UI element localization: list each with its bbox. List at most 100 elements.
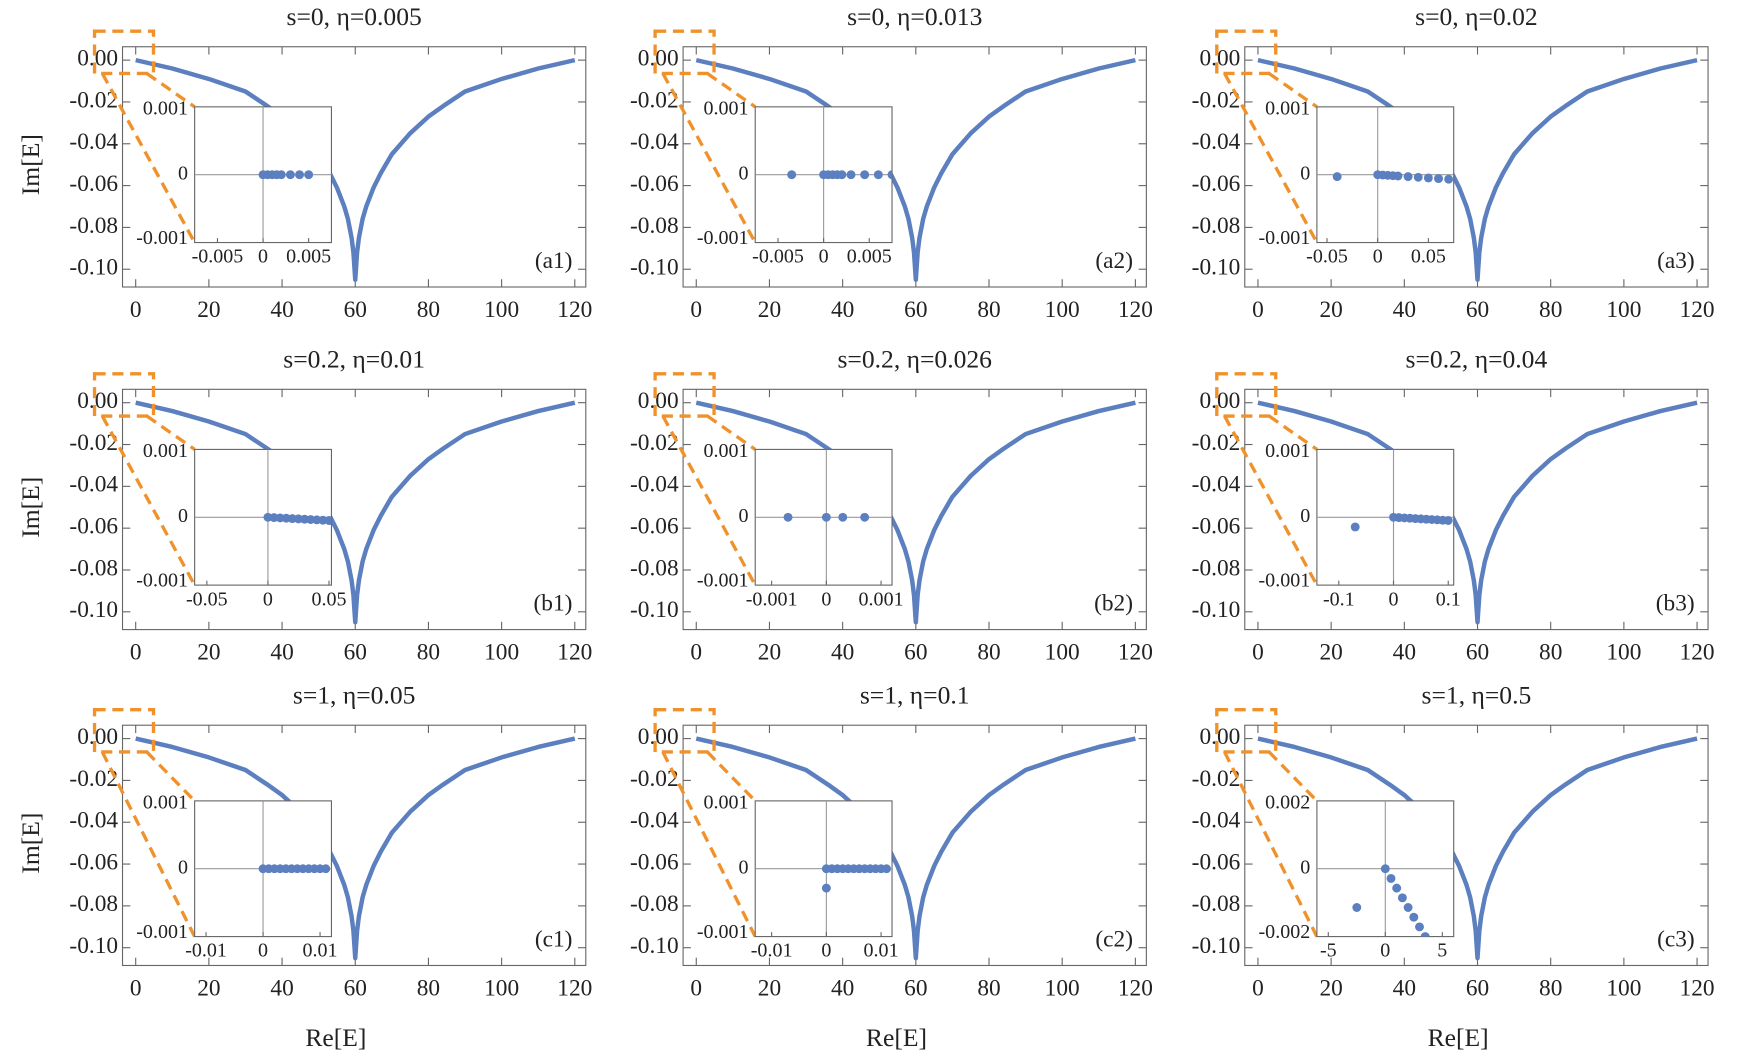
inset-x-tick-label: 0 bbox=[821, 588, 831, 610]
panel-label: (c2) bbox=[1095, 926, 1133, 952]
x-tick-label: 60 bbox=[344, 297, 367, 323]
inset-y-tick-label: 0 bbox=[178, 856, 188, 878]
inset-x-tick-label: 0 bbox=[819, 246, 829, 268]
x-tick-label: 60 bbox=[344, 639, 367, 665]
y-tick-label: -0.04 bbox=[630, 472, 679, 498]
inset-y-tick-label: 0 bbox=[739, 856, 749, 878]
y-tick-label: 0.00 bbox=[77, 724, 118, 750]
zoom-connector bbox=[1268, 72, 1318, 109]
x-tick-label: 0 bbox=[690, 975, 702, 1001]
inset-x-tick-label: 0 bbox=[258, 246, 268, 268]
plot-frame bbox=[121, 724, 587, 967]
y-tick-label: 0.00 bbox=[638, 724, 679, 750]
inset-point bbox=[1397, 893, 1407, 903]
y-tick-label: -0.10 bbox=[69, 255, 118, 281]
zoom-connector bbox=[661, 415, 757, 586]
x-tick-label: 20 bbox=[758, 975, 781, 1001]
inset-x-tick-label: 0 bbox=[821, 940, 831, 962]
inset-point bbox=[837, 170, 847, 180]
y-tick-label: -0.02 bbox=[630, 87, 679, 113]
inset-x-tick-label: 0.001 bbox=[859, 588, 904, 610]
y-tick-label: -0.08 bbox=[630, 213, 679, 239]
inset-point bbox=[1352, 903, 1362, 912]
x-tick-label: 60 bbox=[1466, 297, 1489, 323]
spectrum-curve bbox=[695, 736, 1136, 961]
x-axis-label: Re[E] bbox=[866, 1023, 927, 1052]
inset-y-tick-label: 0.001 bbox=[1265, 98, 1310, 120]
inset-y-tick-label: -0.001 bbox=[697, 227, 749, 249]
inset-y-tick-label: -0.002 bbox=[1259, 921, 1311, 943]
x-tick-label: 0 bbox=[1252, 297, 1264, 323]
panel-title: s=1, η=0.5 bbox=[1422, 680, 1532, 709]
y-tick-label: -0.08 bbox=[69, 891, 118, 917]
inset-point bbox=[838, 512, 848, 522]
y-axis-label: Im[E] bbox=[16, 477, 45, 538]
inset-point bbox=[321, 864, 331, 874]
inset-x-tick-label: 0.05 bbox=[1411, 246, 1446, 268]
zoom-box bbox=[92, 29, 156, 76]
y-tick-label: -0.04 bbox=[1192, 472, 1241, 498]
x-tick-label: 100 bbox=[1606, 297, 1641, 323]
x-tick-label: 100 bbox=[1045, 975, 1080, 1001]
inset-x-tick-label: -0.05 bbox=[186, 588, 228, 610]
zoom-connector bbox=[1268, 414, 1318, 451]
inset-x-tick-label: 0.005 bbox=[286, 246, 331, 268]
x-tick-label: 120 bbox=[1118, 639, 1153, 665]
x-tick-label: 40 bbox=[270, 639, 293, 665]
x-tick-label: 40 bbox=[831, 297, 854, 323]
x-tick-label: 60 bbox=[1466, 639, 1489, 665]
x-tick-label: 60 bbox=[344, 975, 367, 1001]
inset-x-tick-label: 0.005 bbox=[847, 246, 892, 268]
zoom-box bbox=[92, 372, 156, 418]
zoom-box bbox=[1215, 29, 1278, 76]
inset-point bbox=[295, 170, 304, 180]
inset-point bbox=[1350, 522, 1360, 532]
zoom-box bbox=[653, 29, 716, 76]
inset-plot bbox=[194, 800, 332, 937]
inset-point bbox=[882, 864, 891, 874]
y-tick-label: -0.06 bbox=[69, 849, 118, 875]
y-tick-label: -0.04 bbox=[69, 808, 118, 834]
x-tick-label: 120 bbox=[1680, 975, 1715, 1001]
inset-point bbox=[1434, 174, 1443, 184]
y-tick-label: -0.10 bbox=[1192, 597, 1241, 623]
plot-frame bbox=[121, 46, 587, 288]
inset-y-tick-label: 0.001 bbox=[703, 792, 748, 814]
x-tick-label: 20 bbox=[758, 639, 781, 665]
inset-y-tick-label: 0 bbox=[1300, 505, 1310, 527]
panel-title: s=0, η=0.005 bbox=[286, 2, 421, 31]
plot-frame bbox=[682, 388, 1147, 631]
x-axis-label: Re[E] bbox=[305, 1023, 366, 1052]
x-tick-label: 80 bbox=[417, 297, 440, 323]
y-tick-label: -0.06 bbox=[1192, 849, 1241, 875]
inset-y-tick-label: 0.002 bbox=[1265, 792, 1310, 814]
zoom-connector bbox=[706, 750, 757, 803]
zoom-box bbox=[1215, 372, 1278, 418]
x-tick-label: 120 bbox=[1118, 297, 1153, 323]
inset-x-tick-label: 0 bbox=[258, 940, 268, 962]
inset-y-tick-label: 0 bbox=[739, 505, 749, 527]
x-tick-label: 40 bbox=[1393, 975, 1416, 1001]
inset-y-tick-label: 0.001 bbox=[703, 98, 748, 120]
x-tick-label: 40 bbox=[270, 297, 293, 323]
inset-plot bbox=[755, 449, 893, 586]
inset-x-tick-label: -0.1 bbox=[1323, 588, 1355, 610]
x-tick-label: 100 bbox=[484, 975, 519, 1001]
x-tick-label: 40 bbox=[1393, 639, 1416, 665]
plot-frame bbox=[682, 724, 1147, 967]
x-tick-label: 0 bbox=[130, 975, 142, 1001]
inset-x-tick-label: 0 bbox=[1380, 940, 1390, 962]
y-tick-label: 0.00 bbox=[638, 45, 679, 71]
inset-x-tick-label: -0.05 bbox=[1306, 246, 1348, 268]
x-tick-label: 80 bbox=[417, 639, 440, 665]
x-tick-label: 100 bbox=[1606, 975, 1641, 1001]
zoom-connector bbox=[706, 72, 757, 109]
y-tick-label: 0.00 bbox=[1199, 724, 1240, 750]
x-tick-label: 40 bbox=[270, 975, 293, 1001]
inset-point bbox=[1415, 922, 1424, 932]
y-tick-label: -0.08 bbox=[630, 891, 679, 917]
x-tick-label: 20 bbox=[197, 297, 220, 323]
panel-title: s=0.2, η=0.04 bbox=[1406, 344, 1548, 373]
